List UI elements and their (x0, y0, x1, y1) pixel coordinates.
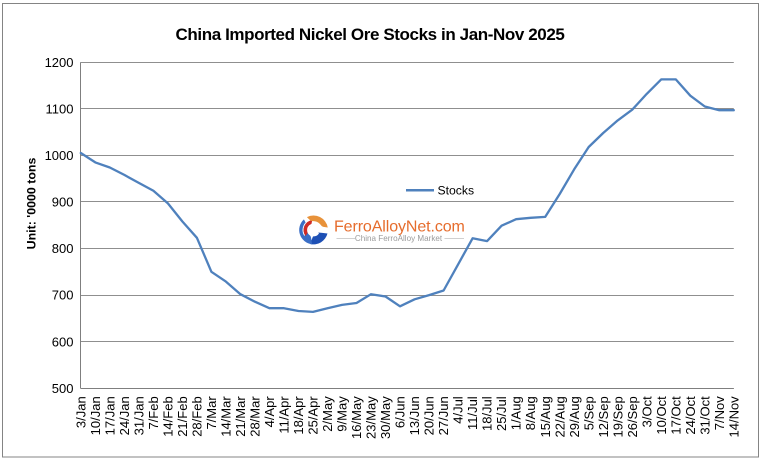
svg-text:24/Oct: 24/Oct (683, 396, 698, 435)
svg-text:Unit: '0000 tons: Unit: '0000 tons (25, 158, 39, 250)
svg-text:26/Sep: 26/Sep (625, 396, 640, 437)
svg-text:2/May: 2/May (320, 396, 335, 432)
svg-text:Stocks: Stocks (438, 184, 475, 198)
svg-text:29/Aug: 29/Aug (567, 396, 582, 437)
svg-text:11/Apr: 11/Apr (277, 396, 292, 434)
svg-text:28/Feb: 28/Feb (190, 396, 205, 436)
svg-text:China Imported Nickel Ore Stoc: China Imported Nickel Ore Stocks in Jan-… (176, 25, 565, 44)
svg-text:14/Feb: 14/Feb (161, 396, 176, 436)
svg-text:11/Jul: 11/Jul (465, 396, 480, 430)
svg-text:18/Jul: 18/Jul (480, 396, 495, 431)
svg-text:21/Feb: 21/Feb (175, 396, 190, 436)
svg-text:12/Sep: 12/Sep (596, 396, 611, 437)
svg-text:16/May: 16/May (349, 396, 364, 439)
svg-text:1000: 1000 (45, 148, 74, 163)
svg-text:700: 700 (52, 288, 74, 303)
svg-text:4/Apr: 4/Apr (262, 396, 277, 428)
svg-text:1100: 1100 (46, 101, 74, 116)
svg-text:900: 900 (52, 195, 74, 210)
svg-text:7/Nov: 7/Nov (712, 396, 727, 430)
svg-text:14/Nov: 14/Nov (726, 396, 741, 438)
svg-text:17/Jan: 17/Jan (102, 396, 117, 435)
svg-text:18/Apr: 18/Apr (291, 396, 306, 435)
svg-text:10/Oct: 10/Oct (654, 396, 669, 435)
svg-text:FerroAlloyNet.com: FerroAlloyNet.com (334, 219, 465, 236)
svg-text:30/May: 30/May (378, 396, 393, 439)
svg-text:500: 500 (52, 381, 74, 396)
svg-text:9/May: 9/May (335, 396, 350, 432)
svg-text:14/Mar: 14/Mar (219, 396, 234, 437)
svg-text:3/Oct: 3/Oct (639, 396, 654, 427)
svg-text:7/Feb: 7/Feb (146, 396, 161, 429)
svg-text:25/Jul: 25/Jul (494, 396, 509, 431)
svg-text:5/Sep: 5/Sep (581, 396, 596, 430)
svg-text:13/Jun: 13/Jun (407, 396, 422, 435)
svg-text:8/Aug: 8/Aug (523, 396, 538, 430)
svg-text:17/Oct: 17/Oct (668, 396, 683, 435)
svg-text:20/Jun: 20/Jun (422, 396, 437, 435)
svg-text:15/Aug: 15/Aug (538, 396, 553, 437)
svg-text:6/Jun: 6/Jun (393, 396, 408, 428)
svg-text:27/Jun: 27/Jun (436, 396, 451, 435)
svg-text:25/Apr: 25/Apr (306, 396, 321, 435)
svg-text:31/Oct: 31/Oct (697, 396, 712, 435)
svg-text:1/Aug: 1/Aug (509, 396, 524, 430)
svg-text:22/Aug: 22/Aug (552, 396, 567, 437)
svg-text:28/Mar: 28/Mar (248, 396, 263, 437)
svg-text:10/Jan: 10/Jan (88, 396, 103, 435)
svg-text:19/Sep: 19/Sep (610, 396, 625, 437)
svg-text:3/Jan: 3/Jan (73, 396, 88, 428)
svg-text:1200: 1200 (45, 55, 74, 70)
svg-text:China FerroAlloy Market: China FerroAlloy Market (355, 234, 443, 243)
svg-text:7/Mar: 7/Mar (204, 396, 219, 430)
svg-text:21/Mar: 21/Mar (233, 396, 248, 437)
svg-text:600: 600 (52, 334, 74, 349)
svg-text:4/Jul: 4/Jul (451, 396, 466, 424)
svg-text:800: 800 (52, 241, 74, 256)
svg-text:23/May: 23/May (364, 396, 379, 439)
svg-text:31/Jan: 31/Jan (131, 396, 146, 435)
svg-text:24/Jan: 24/Jan (117, 396, 132, 435)
